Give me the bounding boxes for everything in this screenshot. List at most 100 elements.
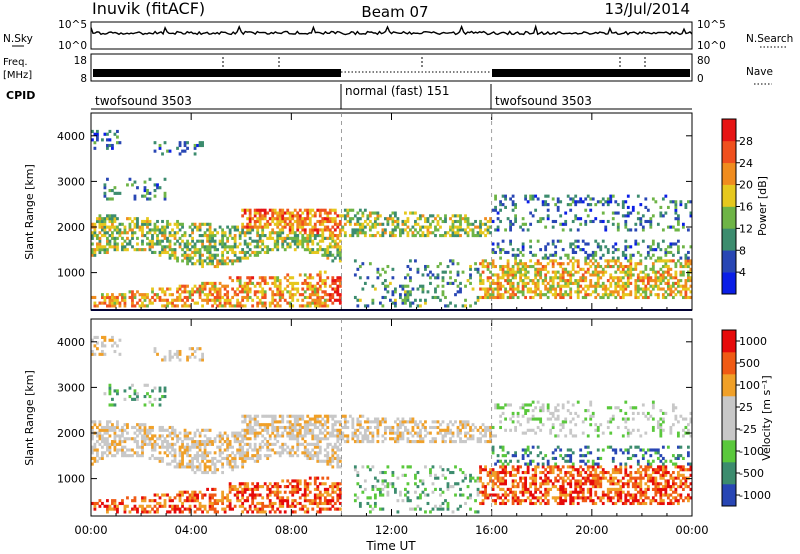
echo-cell [434,437,437,441]
echo-cell [176,304,179,308]
echo-cell [158,501,162,506]
echo-cell [689,295,693,300]
echo-cell [231,456,235,461]
echo-cell [504,290,507,294]
echo-cell [173,456,177,461]
echo-cell [311,417,315,421]
echo-cell [113,501,117,506]
echo-cell [113,186,117,190]
echo-cell [351,228,355,232]
echo-cell [98,499,102,503]
echo-cell [193,490,197,494]
echo-cell [494,493,497,497]
echo-cell [644,219,648,224]
echo-cell [233,440,237,444]
echo-cell [163,236,167,240]
echo-cell [101,344,104,348]
echo-cell [151,239,154,243]
echo-cell [101,138,104,142]
echo-cell [326,298,330,302]
echo-cell [679,200,683,204]
echo-cell [121,448,124,452]
echo-cell [551,197,555,201]
echo-cell [141,242,144,246]
echo-cell [589,284,593,288]
echo-cell [298,428,302,432]
echo-cell [559,273,563,277]
echo-cell [484,259,487,263]
freq-unit: [MHz] [3,70,32,81]
echo-cell [246,281,250,285]
echo-cell [163,225,167,229]
echo-cell [481,499,485,503]
echo-cell [383,425,387,430]
echo-cell [291,434,295,438]
echo-cell [208,499,212,503]
echo-cell [213,264,217,269]
echo-cell [158,186,162,190]
echo-cell [273,208,277,212]
echo-cell [163,428,167,432]
echo-cell [399,228,402,232]
echo-cell [203,284,207,288]
echo-cell [178,287,182,291]
echo-cell [601,295,605,300]
echo-cell [126,504,129,508]
echo-cell [181,456,184,461]
echo-cell [308,456,312,461]
echo-cell [181,504,184,508]
echo-cell [216,287,220,291]
echo-cell [133,248,137,252]
echo-cell [654,270,658,274]
echo-cell [313,423,317,427]
echo-cell [421,273,425,277]
echo-cell [544,279,548,283]
echo-cell [449,234,452,238]
echo-cell [496,242,500,246]
echo-cell [286,451,290,455]
echo-cell [311,284,315,288]
echo-cell [449,470,452,475]
echo-cell [614,200,618,204]
echo-cell [546,262,550,266]
echo-cell [504,473,507,477]
echo-cell [446,487,450,491]
echo-cell [491,451,495,455]
echo-cell [181,442,184,446]
echo-cell [178,465,182,469]
echo-cell [624,219,628,224]
echo-cell [243,253,247,257]
echo-cell [173,454,177,458]
echo-cell [426,228,430,232]
echo-cell [313,304,317,308]
echo-cell [621,284,625,288]
echo-cell [514,287,517,291]
echo-cell [96,341,99,345]
echo-cell [141,423,144,427]
echo-cell [128,222,132,226]
echo-cell [666,287,670,291]
echo-cell [93,301,97,305]
echo-cell [511,208,515,212]
echo-cell [404,284,407,288]
echo-cell [113,228,117,232]
echo-cell [103,437,107,441]
echo-cell [288,437,292,441]
echo-cell [454,231,457,235]
echo-cell [686,276,690,280]
echo-cell [236,448,240,452]
echo-cell [171,293,174,297]
echo-cell [101,295,104,300]
echo-cell [221,295,225,300]
echo-cell [396,434,400,438]
echo-cell [419,493,422,497]
echo-cell [133,504,137,508]
echo-cell [569,295,573,300]
echo-cell [406,440,410,444]
echo-cell [298,425,302,430]
echo-cell [469,479,472,483]
echo-cell [316,454,320,458]
echo-cell [328,208,332,212]
echo-cell [208,259,212,263]
echo-cell [258,290,262,294]
